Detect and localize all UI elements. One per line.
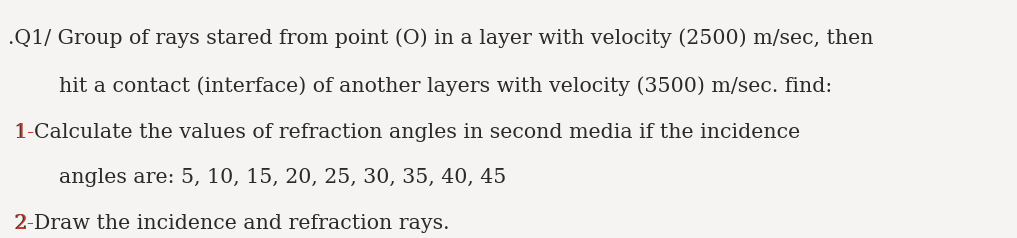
Text: 2-Draw the incidence and refraction rays.: 2-Draw the incidence and refraction rays… (14, 214, 450, 233)
Text: .Q1/ Group of rays stared from point (O) in a layer with velocity (2500) m/sec, : .Q1/ Group of rays stared from point (O)… (8, 29, 874, 48)
Text: hit a contact (interface) of another layers with velocity (3500) m/sec. find:: hit a contact (interface) of another lay… (59, 76, 832, 96)
Text: 1-Calculate the values of refraction angles in second media if the incidence: 1-Calculate the values of refraction ang… (14, 123, 800, 142)
Text: angles are: 5, 10, 15, 20, 25, 30, 35, 40, 45: angles are: 5, 10, 15, 20, 25, 30, 35, 4… (59, 168, 506, 187)
Text: 1-: 1- (14, 123, 35, 142)
Text: 2-: 2- (14, 214, 35, 233)
